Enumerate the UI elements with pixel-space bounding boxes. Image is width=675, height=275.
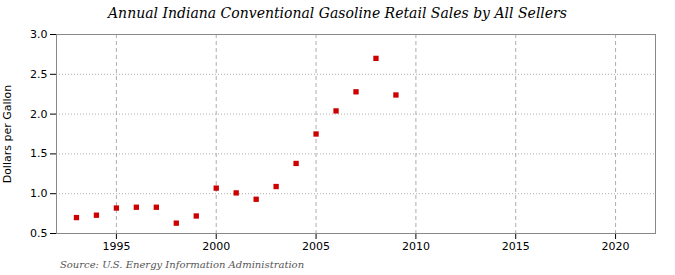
- svg-text:1.0: 1.0: [30, 187, 48, 200]
- html-text:Source: U.S. Energy Informatio: Source: U.S. Energy Information Administ…: [60, 259, 305, 270]
- svg-text:0.5: 0.5: [30, 227, 48, 240]
- svg-text:1995: 1995: [102, 240, 130, 253]
- svg-text:2020: 2020: [602, 240, 630, 253]
- svg-text:2010: 2010: [402, 240, 430, 253]
- svg-text:1.5: 1.5: [30, 147, 48, 160]
- html-text:Annual Indiana Conventional Ga: Annual Indiana Conventional Gasoline Ret…: [108, 5, 567, 21]
- svg-text:2.0: 2.0: [30, 108, 48, 121]
- svg-text:2015: 2015: [502, 240, 530, 253]
- svg-text:2005: 2005: [302, 240, 330, 253]
- svg-text:Dollars per Gallon: Dollars per Gallon: [1, 85, 14, 184]
- svg-text:3.0: 3.0: [30, 28, 48, 41]
- svg-text:2.5: 2.5: [30, 68, 48, 81]
- svg-text:2000: 2000: [202, 240, 230, 253]
